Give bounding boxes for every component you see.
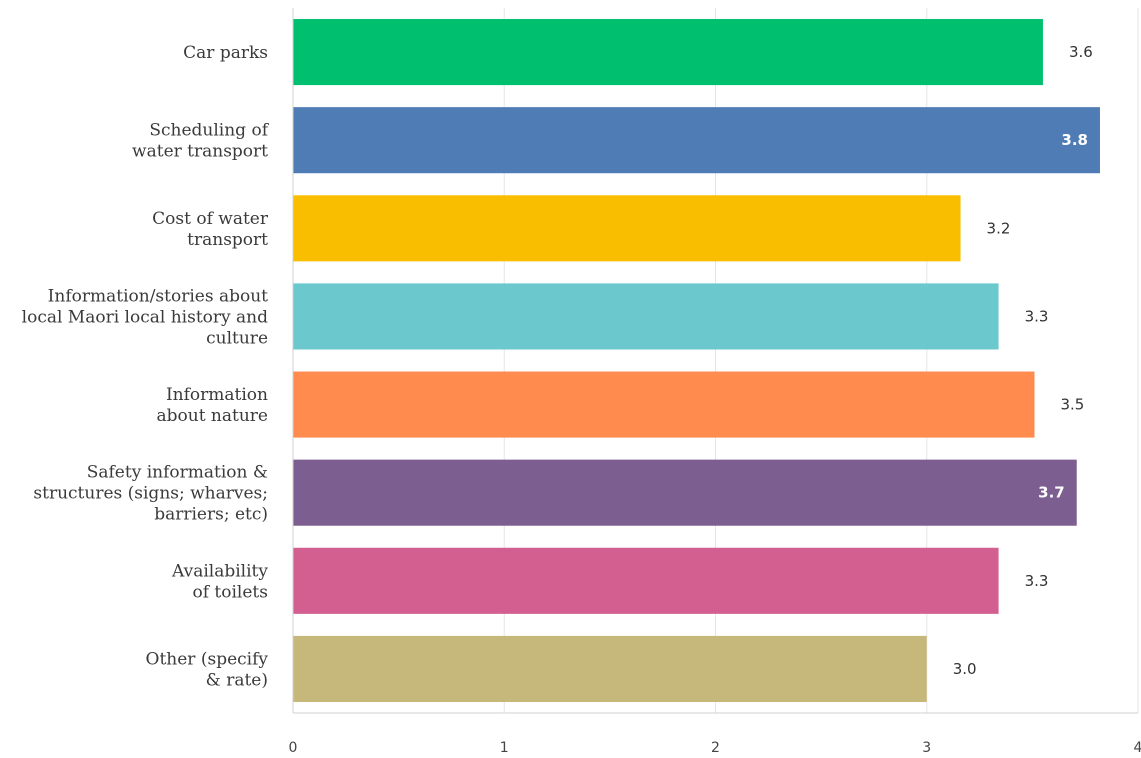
category-label-line: structures (signs; wharves; (33, 484, 268, 504)
value-label: 3.6 (1069, 43, 1093, 61)
value-label: 3.3 (1025, 307, 1049, 325)
category-label: Other (specify & rate) (146, 649, 269, 690)
category-label-line: Car parks (183, 43, 268, 63)
category-label-line: culture (206, 328, 268, 348)
x-tick-label: 1 (500, 740, 509, 756)
bar (293, 283, 999, 350)
category-label-line: Other (specify (146, 649, 269, 669)
category-label-line: local Maori local history and (22, 307, 268, 327)
category-label: Availability of toilets (171, 561, 268, 602)
category-label-line: & rate) (206, 670, 268, 690)
bar (293, 547, 999, 614)
category-label: Safety information & structures (signs; w… (33, 463, 268, 525)
x-tick-label: 4 (1134, 740, 1141, 756)
category-label: Information about nature (157, 385, 269, 426)
category-label-line: Safety information & (87, 463, 268, 483)
category-label: Information/stories about local Maori loc… (22, 286, 269, 348)
category-label-line: transport (187, 230, 268, 250)
bar (293, 459, 1077, 526)
bar (293, 107, 1100, 174)
category-label: Car parks (183, 43, 268, 63)
x-axis-ticks: 0 1 2 3 4 (289, 740, 1141, 756)
x-tick-label: 0 (289, 740, 298, 756)
x-tick-label: 3 (922, 740, 931, 756)
value-label: 3.8 (1061, 131, 1088, 149)
value-label: 3.2 (987, 219, 1011, 237)
value-label: 3.7 (1038, 484, 1065, 502)
value-label: 3.5 (1060, 396, 1084, 414)
category-label-line: Availability (171, 561, 268, 581)
category-label-line: barriers; etc) (154, 505, 268, 525)
category-label: Cost of water transport (152, 209, 269, 250)
bar (293, 371, 1035, 438)
value-label: 3.3 (1025, 572, 1049, 590)
bars (293, 19, 1100, 702)
category-label-line: Information (166, 385, 268, 405)
value-label: 3.0 (953, 660, 977, 678)
bar (293, 635, 927, 702)
category-label-line: Cost of water (152, 209, 269, 229)
category-label-line: of toilets (193, 582, 269, 602)
bar (293, 19, 1043, 86)
bar (293, 195, 961, 262)
x-tick-label: 2 (711, 740, 720, 756)
category-label-line: Scheduling of (149, 121, 269, 141)
category-label-line: Information/stories about (48, 286, 268, 306)
category-label-line: water transport (132, 142, 268, 162)
category-label-line: about nature (157, 406, 269, 426)
category-label: Scheduling of water transport (132, 121, 270, 162)
value-labels: 3.6 3.8 3.2 3.3 3.5 3.7 3.3 3.0 (953, 43, 1093, 678)
category-labels: Car parks Scheduling of water transport Cos… (22, 43, 270, 690)
